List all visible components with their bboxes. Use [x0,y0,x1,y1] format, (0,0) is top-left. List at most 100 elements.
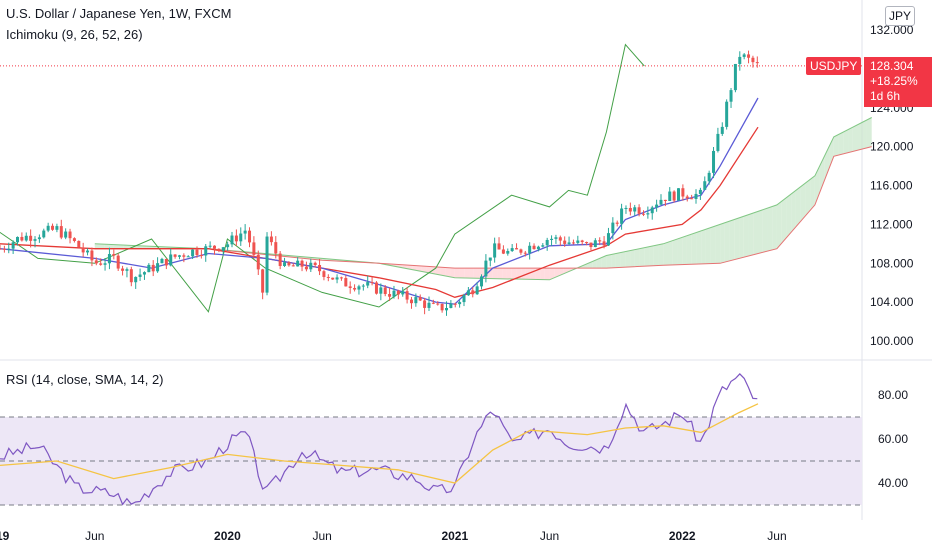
cloud-segment [611,253,616,268]
rsi-band-fill [0,417,862,505]
candle-body [309,262,313,270]
candle-body [81,247,85,253]
candle-body [747,54,751,58]
cloud-segment [649,245,654,266]
currency-button[interactable]: JPY [885,6,915,26]
candle-body [729,90,733,102]
candle-body [252,242,256,255]
candle-body [716,133,720,151]
candle-body [2,248,6,250]
candle-body [322,271,326,277]
candle-body [738,56,742,64]
candle-body [690,198,694,200]
candle-body [234,235,238,242]
price-axis-tick: 100.000 [870,334,914,348]
candle-body [466,290,470,296]
cloud-segment [615,252,621,268]
candle-body [620,208,624,224]
candle-body [388,294,392,297]
candle-body [589,242,593,248]
cloud-segment [852,124,858,152]
candle-body [611,222,615,234]
candle-body [685,196,689,199]
candle-body [418,297,422,301]
cloud-segment [748,213,754,256]
candle-body [265,236,269,293]
cloud-segment [743,214,749,258]
rsi-label[interactable]: RSI (14, close, SMA, 14, 2) [6,372,164,387]
candle-body [545,239,549,246]
candle-body [707,172,711,182]
cloud-segment [833,134,839,157]
cloud-segment [445,267,451,277]
cloud-segment [497,268,503,279]
cloud-segment [866,117,872,148]
candle-body [361,285,365,287]
candle-body [659,199,663,205]
tenkan-sen-line [0,97,759,305]
candle-body [51,225,55,230]
candle-body [72,238,76,241]
cloud-segment [720,222,725,264]
candle-body [641,213,645,215]
candle-body [287,262,291,266]
cloud-segment [492,268,498,279]
cloud-segment [824,146,830,181]
cloud-segment [710,225,716,264]
candle-body [370,282,374,284]
cloud-segment [753,211,758,255]
candle-body [94,260,98,264]
cloud-segment [800,183,806,222]
cloud-segment [478,268,484,279]
cloud-segment [663,242,668,266]
candle-body [720,126,724,134]
candle-body [698,189,702,194]
price-axis-tick: 104.000 [870,295,914,309]
candle-body [554,237,558,239]
candle-body [182,255,186,257]
candle-body [107,254,111,264]
candle-body [501,249,505,254]
candle-body [725,101,729,127]
candle-body [528,245,532,254]
candle-body [156,263,160,272]
candle-body [712,150,716,173]
candle-body [125,269,129,271]
candle-body [628,207,632,212]
candle-body [541,245,545,247]
candle-body [523,252,527,254]
cloud-segment [630,249,635,267]
candle-body [348,286,352,288]
candle-body [86,250,90,253]
cloud-segment [142,245,147,249]
ichimoku-label[interactable]: Ichimoku (9, 26, 52, 26) [6,27,143,42]
cloud-segment [113,244,119,249]
cloud-segment [781,197,787,244]
cloud-segment [412,265,417,271]
candle-body [733,63,737,91]
candle-body [458,302,462,305]
cloud-segment [696,230,702,265]
cloud-segment [582,263,588,269]
cloud-segment [701,229,706,264]
cloud-segment [530,268,536,280]
candle-body [484,260,488,277]
candle-body [401,291,405,295]
candle-body [550,238,554,240]
candle-body [304,266,308,270]
candle-body [405,291,409,300]
cloud-segment [705,227,711,264]
cloud-segment [677,237,683,265]
time-axis-tick: 2022 [669,529,696,543]
candle-body [191,249,195,257]
time-axis-tick: 2021 [441,529,468,543]
cloud-segment [421,265,427,273]
candle-body [230,235,234,245]
candle-body [742,54,746,57]
candle-body [703,181,707,190]
candle-body [493,243,497,258]
cloud-segment [767,206,773,252]
chikou-span-line [0,43,645,313]
senkou-span-b-line [94,146,872,269]
